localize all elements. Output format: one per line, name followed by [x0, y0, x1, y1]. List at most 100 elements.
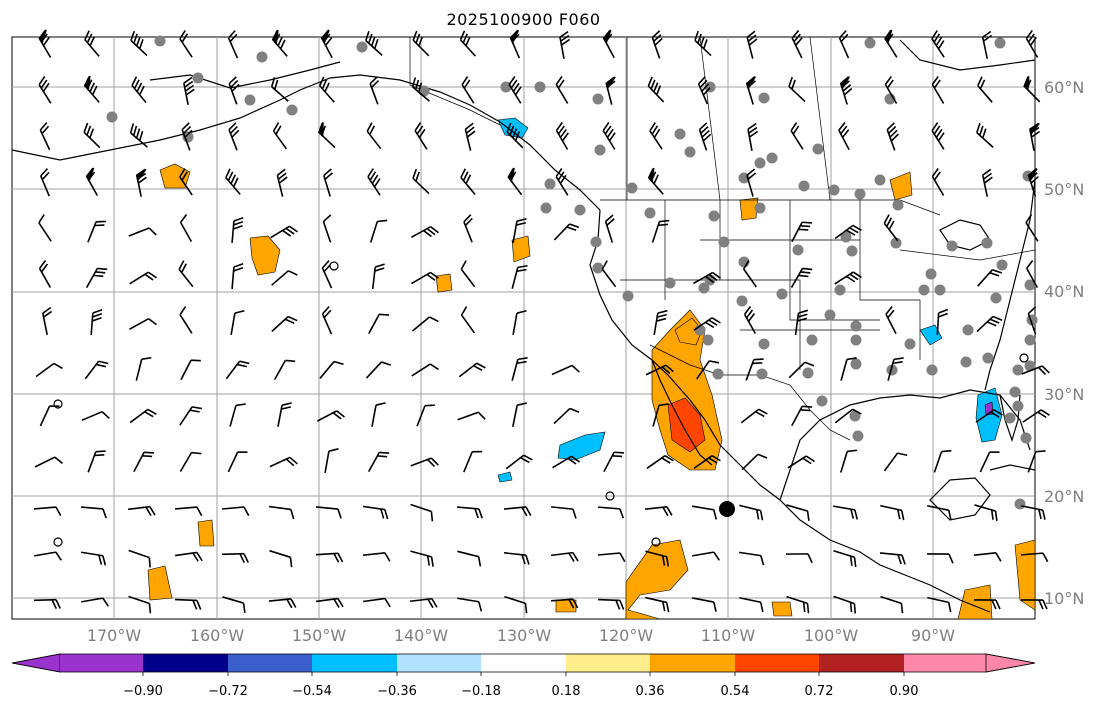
wind-barb	[883, 452, 908, 472]
station-marker	[806, 334, 818, 346]
station-marker	[892, 199, 904, 211]
wind-barb	[33, 506, 62, 517]
wind-barb	[225, 360, 250, 380]
wind-barb	[38, 29, 52, 58]
wind-barb	[412, 168, 430, 195]
wind-barb	[559, 30, 571, 59]
wind-barb	[604, 214, 615, 243]
station-marker	[824, 309, 836, 321]
station-marker	[812, 143, 824, 155]
colorbar-segment	[397, 654, 481, 672]
wind-barb	[229, 403, 246, 427]
map-title: 2025100900 F060	[446, 10, 601, 29]
wind-barb	[322, 214, 332, 243]
wind-barb	[410, 550, 434, 567]
station-marker	[1024, 279, 1036, 291]
wind-barb	[409, 597, 438, 609]
wind-barb	[230, 309, 245, 335]
pacific-positive-2	[249, 235, 281, 276]
wind-barb	[411, 316, 439, 332]
wind-barb	[268, 505, 295, 520]
colorbar-tick-label: 0.90	[889, 684, 919, 699]
station-marker	[540, 202, 552, 214]
station-marker	[766, 152, 778, 164]
wind-barb	[225, 168, 241, 195]
wind-barb	[365, 361, 392, 379]
station-marker	[644, 207, 656, 219]
wind-barb	[231, 263, 244, 290]
wind-barb	[1020, 599, 1048, 610]
station-marker	[736, 295, 748, 307]
pacific-positive-4	[511, 235, 531, 263]
station-marker	[846, 245, 858, 257]
wind-barb	[931, 76, 945, 104]
station-marker	[590, 236, 602, 248]
wind-barb	[174, 551, 203, 562]
station-marker	[1009, 386, 1021, 398]
station-marker	[754, 202, 766, 214]
wind-barb	[645, 364, 674, 376]
wind-barb	[503, 552, 530, 565]
wind-barb	[931, 30, 945, 58]
wind-barb	[128, 595, 152, 614]
wind-barb	[511, 357, 528, 381]
wind-barb	[320, 29, 333, 59]
lon-label: 130°W	[496, 626, 552, 645]
station-marker	[850, 334, 862, 346]
wind-barb	[131, 76, 147, 104]
canada-us-border	[600, 199, 941, 216]
gulf-negative-region	[975, 387, 1003, 443]
calm-wind-marker	[53, 537, 63, 547]
station-marker	[574, 204, 586, 216]
wind-barb	[747, 122, 759, 151]
station-marker	[534, 81, 546, 93]
yucatan	[929, 477, 991, 521]
lat-label: 30°N	[1044, 385, 1085, 404]
wind-barb	[129, 271, 157, 285]
west-coast-us	[589, 209, 991, 613]
wind-barb	[880, 595, 904, 614]
lon-label: 160°W	[189, 626, 245, 645]
wind-barb	[645, 550, 670, 567]
lon-label: 120°W	[598, 626, 654, 645]
lat-label: 50°N	[1044, 180, 1085, 199]
wind-barb	[885, 306, 897, 335]
wind-barb	[458, 362, 486, 378]
province-line-2	[699, 36, 721, 201]
station-marker	[776, 288, 788, 300]
wind-barb	[321, 306, 333, 335]
wind-barb	[647, 167, 664, 195]
wind-barb	[87, 220, 106, 243]
lat-label: 60°N	[1044, 78, 1085, 97]
wind-barb	[362, 597, 391, 608]
wind-barb	[179, 214, 193, 242]
wind-barb	[739, 504, 764, 521]
wind-barb	[887, 357, 904, 381]
wind-barb	[460, 168, 476, 195]
station-marker	[256, 51, 268, 63]
plains-positive-2	[889, 171, 913, 201]
wind-barb	[222, 596, 246, 613]
wind-barb	[81, 410, 110, 422]
wind-barb	[602, 29, 615, 59]
wind-barb	[1027, 168, 1039, 197]
wind-barb	[128, 318, 157, 330]
colorbar-extend-high	[985, 653, 1036, 673]
station-marker	[996, 259, 1008, 271]
colorbar	[11, 653, 1036, 676]
wind-barb	[692, 505, 718, 520]
baja-peninsula	[651, 359, 713, 466]
station-marker	[592, 93, 604, 105]
wind-barb	[128, 227, 157, 237]
wind-barb	[323, 168, 333, 197]
province-line-3	[809, 36, 831, 201]
station-marker	[1020, 432, 1032, 444]
wind-barb	[324, 448, 339, 473]
baja-positive-region	[651, 309, 723, 471]
station-marker	[834, 284, 846, 296]
colorbar-segment	[228, 654, 312, 672]
wind-barb	[834, 408, 862, 424]
southwest-positive-region	[674, 317, 703, 346]
wind-barb	[552, 455, 580, 469]
